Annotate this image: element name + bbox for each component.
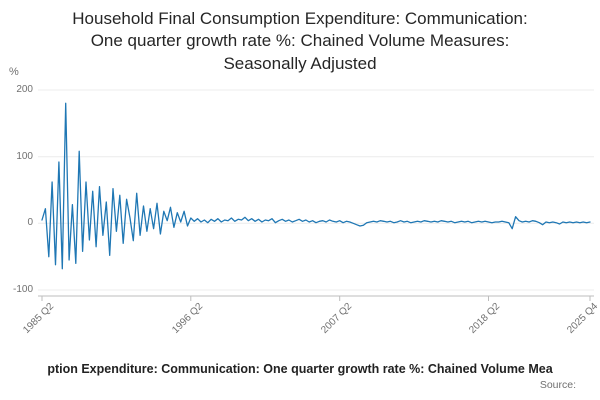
x-tick-label-1996-q2: 1996 Q2 [169, 301, 205, 336]
y-tick-label-0: 0 [27, 217, 33, 228]
y-tick-label-neg100: -100 [12, 284, 33, 295]
chart-title: Household Final Consumption Expenditure:… [0, 8, 600, 75]
y-axis-unit-label: % [9, 66, 19, 78]
chart-title-line-3: Seasonally Adjusted [223, 53, 377, 73]
x-tick-label-1985-q2: 1985 Q2 [20, 301, 56, 336]
footer-caption: ption Expenditure: Communication: One qu… [47, 362, 553, 376]
x-tick-label-2018-q2: 2018 Q2 [466, 301, 502, 336]
chart-title-line-1: Household Final Consumption Expenditure:… [72, 9, 528, 28]
x-tick-label-2025-q4: 2025 Q4 [564, 301, 600, 336]
source-label: Source: [539, 379, 576, 391]
y-tick-label-200: 200 [16, 84, 33, 95]
y-tick-label-100: 100 [16, 151, 33, 162]
plot-area [38, 89, 594, 301]
chart-title-line-2: One quarter growth rate %: Chained Volum… [90, 31, 510, 51]
x-tick-label-2007-q2: 2007 Q2 [318, 301, 354, 336]
